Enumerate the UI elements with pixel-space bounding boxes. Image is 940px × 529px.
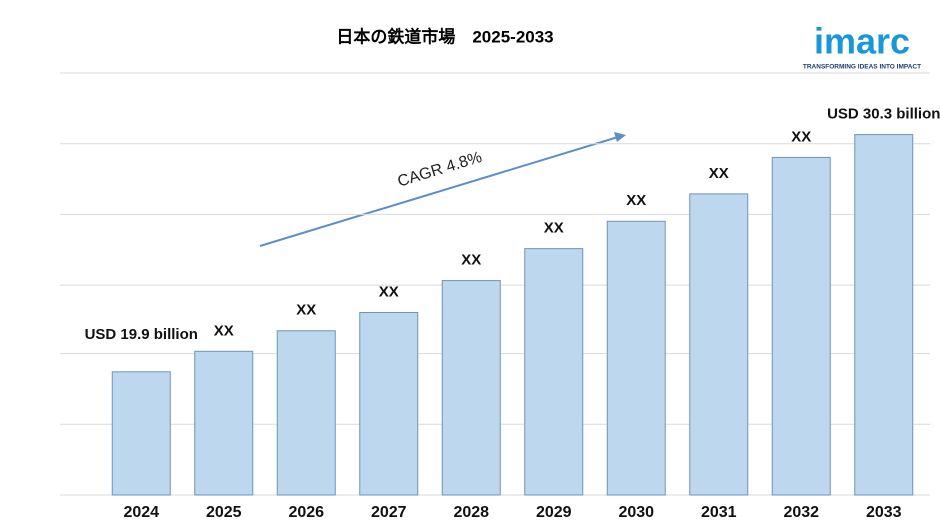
data-label: XX — [214, 322, 234, 339]
x-tick-label: 2030 — [618, 504, 654, 521]
logo: imarc — [814, 21, 910, 62]
bar — [606, 220, 666, 496]
bar — [771, 156, 831, 496]
x-tick-label: 2025 — [206, 504, 242, 521]
x-tick-label: 2027 — [371, 504, 407, 521]
cagr-arrowhead — [614, 132, 626, 142]
data-label: XX — [709, 165, 729, 182]
logo-tagline: TRANSFORMING IDEAS INTO IMPACT — [803, 64, 921, 71]
data-label: XX — [296, 302, 316, 319]
bar — [854, 134, 914, 496]
x-tick-label: 2032 — [783, 504, 819, 521]
data-label: XX — [379, 283, 399, 300]
x-tick-label: 2028 — [453, 504, 489, 521]
bar — [276, 330, 336, 496]
data-label: XX — [461, 252, 481, 269]
bar — [524, 248, 584, 496]
x-tick-label: 2033 — [866, 504, 902, 521]
x-tick-label: 2029 — [536, 504, 572, 521]
data-label: USD 30.3 billion — [827, 106, 940, 123]
bar — [194, 350, 254, 496]
x-tick-label: 2024 — [123, 504, 159, 521]
data-label: XX — [626, 192, 646, 209]
cagr-arrow — [259, 136, 619, 247]
data-label: XX — [791, 128, 811, 145]
bar — [441, 280, 501, 496]
x-tick-label: 2031 — [701, 504, 737, 521]
x-tick-label: 2026 — [288, 504, 324, 521]
bar — [111, 371, 171, 496]
cagr-label: CAGR 4.8% — [396, 149, 484, 191]
bar — [689, 193, 749, 496]
chart-title: 日本の鉄道市場 2025-2033 — [336, 26, 553, 46]
data-label: XX — [544, 220, 564, 237]
data-label: USD 19.9 billion — [85, 326, 198, 343]
bar — [359, 312, 419, 496]
